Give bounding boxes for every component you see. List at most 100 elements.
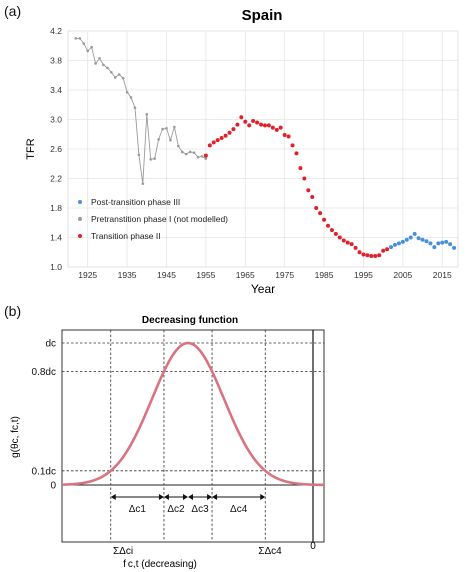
data-point [192, 151, 196, 154]
data-point [207, 143, 212, 148]
data-point [266, 123, 271, 128]
y-tick-label: 4.2 [50, 26, 62, 36]
arrow-head-left [110, 494, 116, 500]
data-point [270, 125, 275, 130]
data-point [188, 150, 192, 154]
y-tick-label: 1.8 [50, 203, 62, 213]
data-point [129, 96, 133, 99]
data-point [349, 242, 354, 247]
x-tick-label: 1965 [236, 270, 255, 280]
arrow-head-left [188, 494, 193, 500]
y-tick-label: 0.1dc [32, 466, 56, 477]
x-tick-label: 1995 [354, 270, 373, 280]
arrow-head-right [158, 494, 164, 500]
data-point [137, 153, 141, 157]
data-point [223, 133, 228, 138]
chart-b-y-axis-label: g(θc, fc,t) [10, 416, 21, 458]
chart-a-y-ticks: 1.0 1.4 1.8 2.2 2.6 3.0 3.4 3.8 4.2 [50, 26, 62, 272]
data-point [306, 188, 311, 193]
chart-b-title: Decreasing function [142, 315, 238, 326]
arrow-head-right [260, 494, 266, 500]
y-tick-label: dc [45, 339, 56, 350]
data-point [113, 76, 117, 79]
chart-a-grid [68, 30, 458, 268]
y-tick-label: 3.0 [50, 115, 62, 125]
interval-label: Δc3 [191, 504, 209, 515]
bottom-label-sum-delta-ci: ΣΔci [113, 546, 133, 557]
x-tick-label: 1985 [315, 270, 334, 280]
decreasing-function-curve [61, 341, 325, 487]
data-point [404, 237, 409, 242]
data-point [231, 127, 236, 132]
data-point [282, 132, 287, 137]
bottom-label-sum-delta-c4: ΣΔc4 [258, 546, 282, 557]
chart-a-x-axis-label: Year [251, 282, 275, 296]
data-point [369, 253, 374, 258]
arrow-head-right [207, 494, 213, 500]
y-tick-label: 2.6 [50, 144, 62, 154]
data-point [396, 241, 401, 246]
data-point [326, 223, 330, 228]
data-point [247, 123, 252, 128]
data-point [392, 242, 397, 247]
y-tick-label: 1.0 [50, 262, 62, 272]
chart-a-legend: Post-transition phase III Pretranstition … [78, 197, 228, 241]
data-point [211, 140, 216, 145]
data-point [157, 138, 160, 141]
data-point [353, 245, 358, 250]
y-tick-label: 3.4 [50, 85, 62, 95]
data-point [424, 239, 429, 244]
data-point [165, 127, 168, 130]
data-point [361, 252, 366, 257]
data-point [215, 138, 220, 143]
data-point [329, 228, 334, 233]
legend-label: Transition phase II [91, 231, 161, 241]
chart-a-title: Spain [242, 7, 283, 24]
data-point [169, 138, 172, 142]
data-point [408, 235, 413, 240]
data-point [278, 125, 283, 130]
data-point [106, 66, 109, 70]
x-tick-label: 1945 [157, 270, 176, 280]
chart-a-x-ticks: 1925 1935 1945 1955 1965 1975 1985 1995 2005 2015 [78, 270, 452, 280]
data-point [381, 248, 386, 253]
data-point [184, 152, 188, 156]
arrow-head-left [163, 494, 169, 500]
data-point [153, 157, 156, 160]
data-point [452, 245, 457, 250]
data-point [255, 120, 260, 125]
data-point [239, 115, 244, 120]
data-point [412, 231, 417, 236]
data-point [333, 231, 338, 236]
chart-a-y-axis-label: TFR [25, 138, 37, 159]
data-point [420, 237, 425, 242]
chart-b-plot-area [61, 329, 325, 543]
data-point [117, 73, 121, 76]
y-tick-label: 1.4 [50, 233, 62, 243]
data-point [345, 240, 350, 245]
data-point [298, 166, 303, 171]
data-point [141, 182, 145, 185]
data-point [235, 122, 240, 127]
y-tick-label: 3.8 [50, 56, 62, 66]
data-point [286, 134, 291, 139]
data-point [416, 236, 421, 241]
data-point [94, 62, 97, 65]
data-point [432, 245, 437, 250]
data-point [314, 206, 319, 210]
data-point [204, 157, 208, 160]
data-point [440, 240, 445, 245]
data-point [389, 245, 394, 250]
data-point [180, 150, 184, 154]
chart-a-series [74, 37, 457, 258]
data-point [227, 130, 232, 135]
data-point [196, 155, 200, 159]
chart-b-guide-lines [62, 330, 324, 542]
data-point [78, 37, 82, 40]
data-point [259, 122, 264, 127]
interval-label: Δc2 [167, 504, 185, 515]
x-tick-label: 1955 [196, 270, 215, 280]
data-point [302, 176, 307, 181]
data-point [322, 217, 327, 222]
data-point [74, 37, 78, 40]
